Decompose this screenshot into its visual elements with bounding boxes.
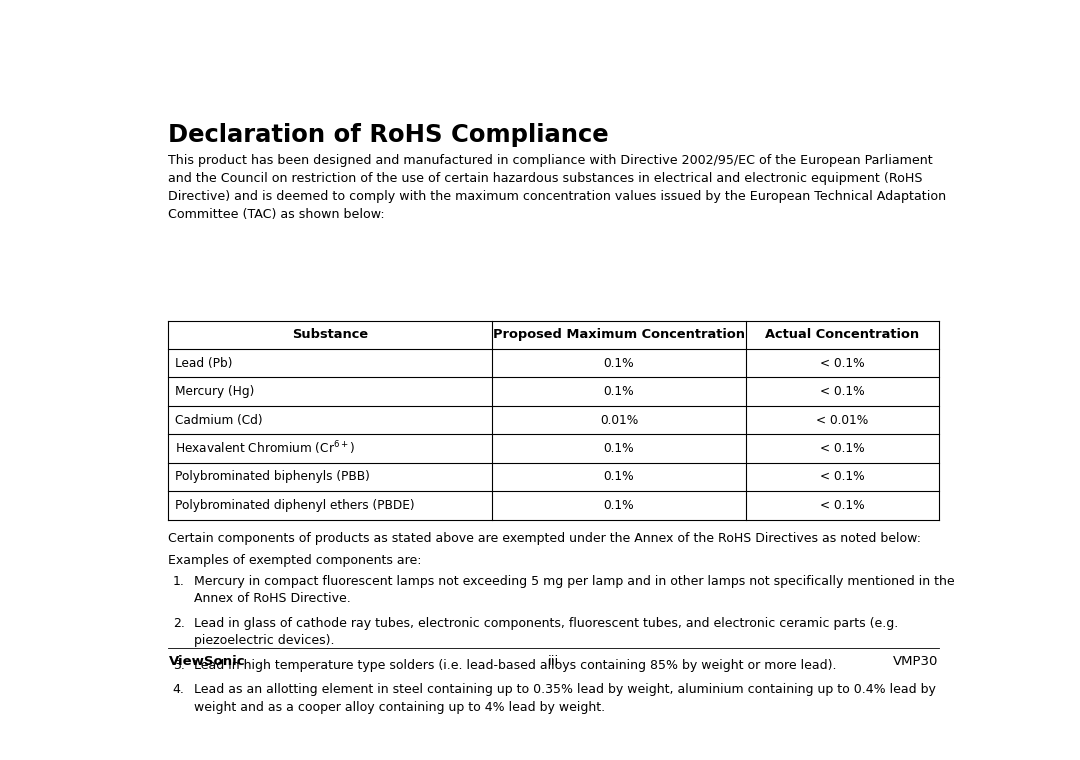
Text: < 0.01%: < 0.01% <box>816 413 868 426</box>
Text: Actual Concentration: Actual Concentration <box>766 328 919 341</box>
Text: 0.1%: 0.1% <box>604 442 634 455</box>
Text: Proposed Maximum Concentration: Proposed Maximum Concentration <box>492 328 745 341</box>
Text: Lead (Pb): Lead (Pb) <box>175 356 232 369</box>
Text: 0.1%: 0.1% <box>604 385 634 398</box>
Text: 4.: 4. <box>173 683 185 696</box>
Text: Certain components of products as stated above are exempted under the Annex of t: Certain components of products as stated… <box>168 533 921 546</box>
Text: < 0.1%: < 0.1% <box>820 356 865 369</box>
Text: Declaration of RoHS Compliance: Declaration of RoHS Compliance <box>168 123 609 147</box>
Text: 0.1%: 0.1% <box>604 499 634 511</box>
Text: Cadmium (Cd): Cadmium (Cd) <box>175 413 262 426</box>
Text: Annex of RoHS Directive.: Annex of RoHS Directive. <box>193 592 350 605</box>
Text: 0.1%: 0.1% <box>604 356 634 369</box>
Text: Examples of exempted components are:: Examples of exempted components are: <box>168 553 422 566</box>
Text: iii: iii <box>548 654 559 668</box>
Text: 0.1%: 0.1% <box>604 470 634 483</box>
Text: This product has been designed and manufactured in compliance with Directive 200: This product has been designed and manuf… <box>168 154 946 221</box>
Text: 1.: 1. <box>173 575 185 587</box>
Text: VMP30: VMP30 <box>893 654 939 668</box>
Text: Hexavalent Chromium (Cr$^{6+}$): Hexavalent Chromium (Cr$^{6+}$) <box>175 440 355 458</box>
Text: ViewSonic: ViewSonic <box>168 654 245 668</box>
Text: Polybrominated diphenyl ethers (PBDE): Polybrominated diphenyl ethers (PBDE) <box>175 499 415 511</box>
Text: Lead in high temperature type solders (i.e. lead-based alloys containing 85% by : Lead in high temperature type solders (i… <box>193 659 836 672</box>
Text: Polybrominated biphenyls (PBB): Polybrominated biphenyls (PBB) <box>175 470 370 483</box>
Text: 0.01%: 0.01% <box>599 413 638 426</box>
Text: Mercury in compact fluorescent lamps not exceeding 5 mg per lamp and in other la: Mercury in compact fluorescent lamps not… <box>193 575 955 587</box>
Bar <box>168 321 939 520</box>
Text: Lead in glass of cathode ray tubes, electronic components, fluorescent tubes, an: Lead in glass of cathode ray tubes, elec… <box>193 616 897 630</box>
Text: < 0.1%: < 0.1% <box>820 442 865 455</box>
Text: < 0.1%: < 0.1% <box>820 499 865 511</box>
Text: Mercury (Hg): Mercury (Hg) <box>175 385 255 398</box>
Text: piezoelectric devices).: piezoelectric devices). <box>193 635 334 648</box>
Text: weight and as a cooper alloy containing up to 4% lead by weight.: weight and as a cooper alloy containing … <box>193 701 605 714</box>
Text: < 0.1%: < 0.1% <box>820 470 865 483</box>
Text: < 0.1%: < 0.1% <box>820 385 865 398</box>
Text: 3.: 3. <box>173 659 185 672</box>
Text: Substance: Substance <box>292 328 368 341</box>
Text: 2.: 2. <box>173 616 185 630</box>
Text: Lead as an allotting element in steel containing up to 0.35% lead by weight, alu: Lead as an allotting element in steel co… <box>193 683 935 696</box>
